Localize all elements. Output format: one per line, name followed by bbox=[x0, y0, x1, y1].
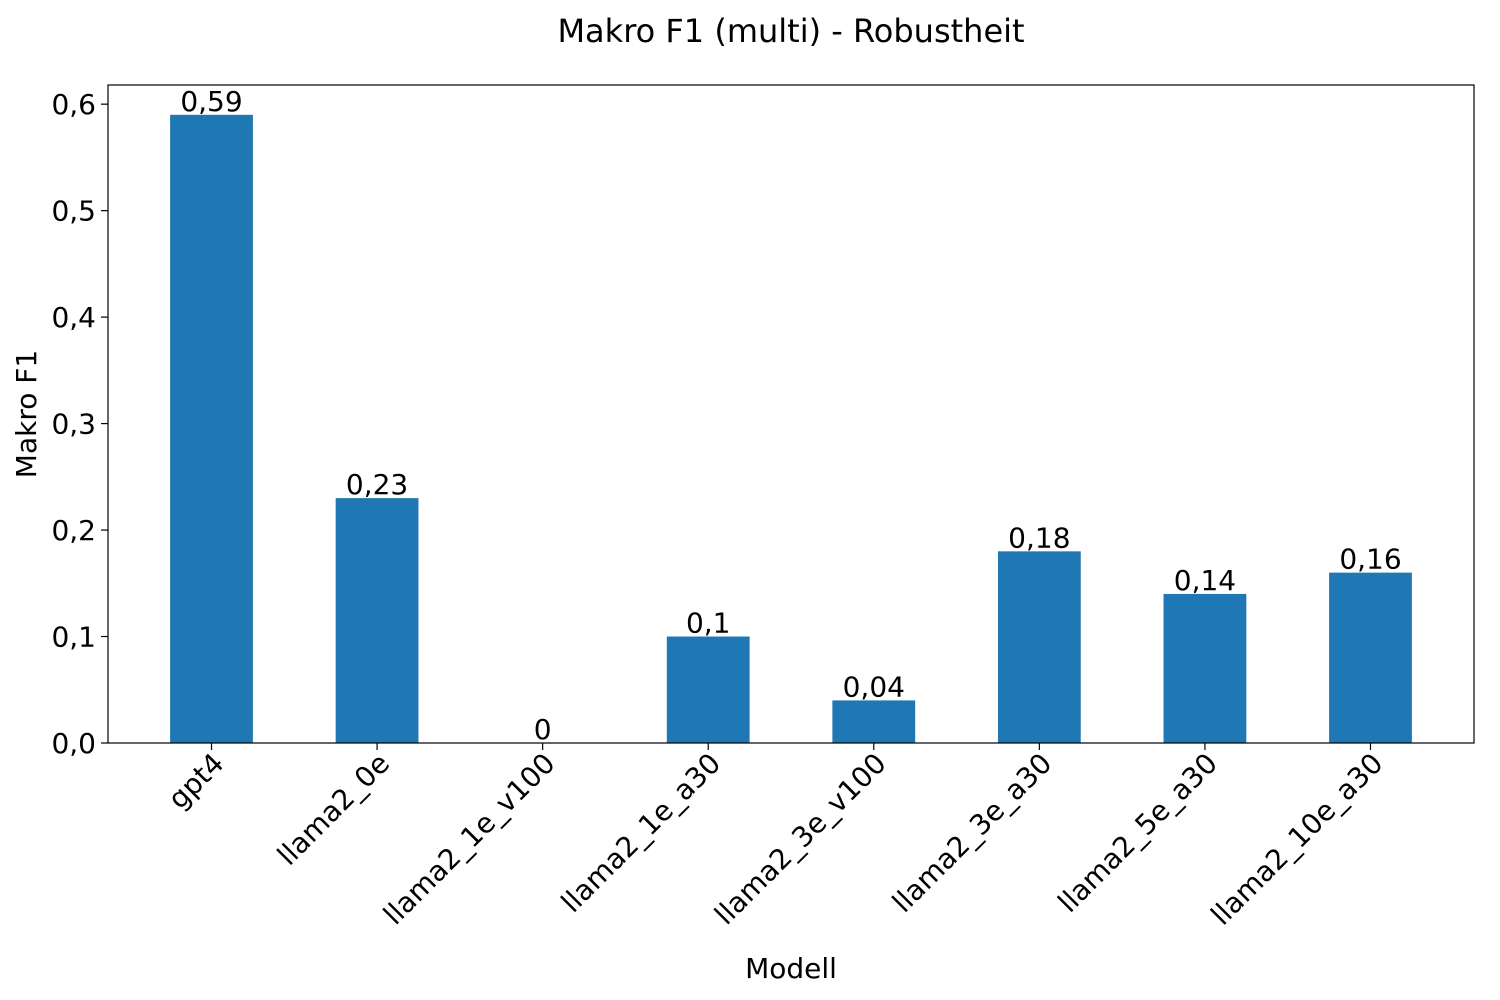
data-label-llama2_3e_a30: 0,18 bbox=[1008, 521, 1070, 554]
bar-llama2_0e bbox=[335, 498, 419, 743]
bar-llama2_3e_a30 bbox=[997, 551, 1081, 743]
x-tick-label-llama2_1e_v100: llama2_1e_v100 bbox=[377, 747, 562, 932]
x-tick-label-llama2_10e_a30: llama2_10e_a30 bbox=[1204, 747, 1389, 932]
y-axis-label: Makro F1 bbox=[10, 350, 43, 478]
y-axis: 0,0 0,1 0,2 0,3 0,4 0,5 0,6 bbox=[51, 88, 108, 760]
y-tick-label: 0,3 bbox=[51, 408, 96, 441]
bar-gpt4 bbox=[170, 114, 253, 743]
bar-llama2_1e_a30 bbox=[666, 636, 750, 743]
data-label-llama2_5e_a30: 0,14 bbox=[1174, 564, 1236, 597]
bar-llama2_3e_v100 bbox=[832, 700, 916, 743]
y-tick-label: 0,5 bbox=[51, 195, 96, 228]
x-tick-label-llama2_3e_v100: llama2_3e_v100 bbox=[708, 747, 893, 932]
y-tick-label: 0,2 bbox=[51, 514, 96, 547]
x-tick-label-llama2_5e_a30: llama2_5e_a30 bbox=[1051, 747, 1223, 919]
x-axis: gpt4 llama2_0ellama2_1e_v100llama2_1e_a30… bbox=[162, 743, 1389, 932]
x-tick-label-llama2_3e_a30: llama2_3e_a30 bbox=[886, 747, 1058, 919]
plot-frame bbox=[107, 84, 1475, 744]
x-tick-label-gpt4: gpt4 bbox=[162, 747, 231, 816]
data-label-llama2_1e_v100: 0 bbox=[534, 713, 552, 746]
chart-title: Makro F1 (multi) - Robustheit bbox=[557, 12, 1024, 50]
y-tick-label: 0,6 bbox=[51, 88, 96, 121]
bar-llama2_10e_a30 bbox=[1329, 572, 1412, 743]
data-label-llama2_3e_v100: 0,04 bbox=[843, 670, 905, 703]
x-tick-label-llama2_0e: llama2_0e bbox=[271, 747, 396, 872]
y-tick-label: 0,0 bbox=[51, 727, 96, 760]
x-tick-label-llama2_1e_a30: llama2_1e_a30 bbox=[555, 747, 727, 919]
y-tick-label: 0,1 bbox=[51, 621, 96, 654]
bars: 0,59 0,23 0 0,1 0,04 0,18 0,14 0,16 bbox=[170, 85, 1412, 746]
bar-llama2_5e_a30 bbox=[1163, 593, 1247, 743]
x-axis-label: Modell bbox=[745, 952, 837, 985]
data-label-llama2_0e: 0,23 bbox=[346, 468, 408, 501]
data-label-llama2_10e_a30: 0,16 bbox=[1339, 543, 1401, 576]
y-tick-label: 0,4 bbox=[51, 301, 96, 334]
data-label-gpt4: 0,59 bbox=[180, 85, 242, 118]
data-label-llama2_1e_a30: 0,1 bbox=[686, 607, 731, 640]
